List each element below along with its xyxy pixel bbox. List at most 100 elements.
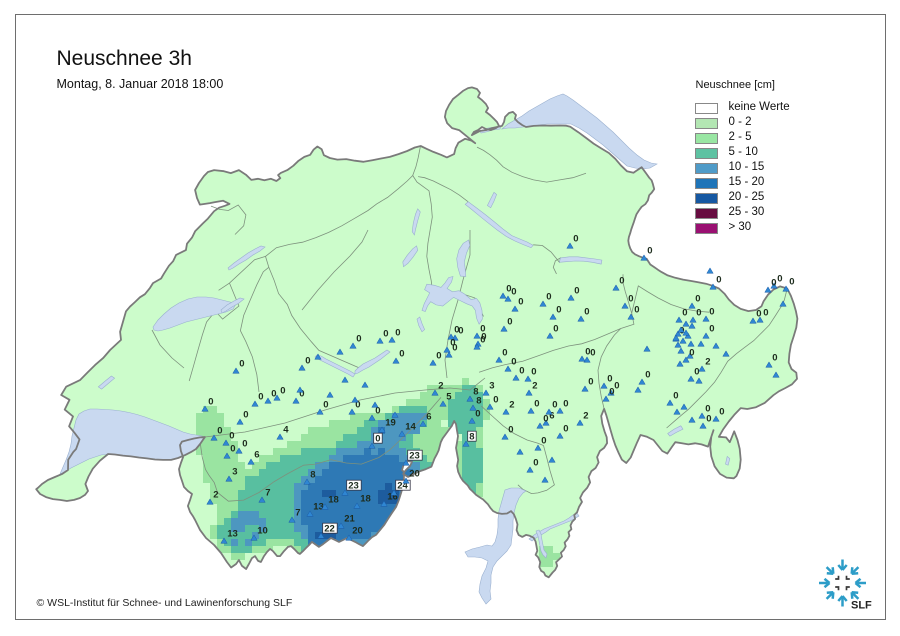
- svg-text:0: 0: [280, 385, 285, 396]
- svg-text:22: 22: [324, 523, 335, 534]
- svg-text:2: 2: [705, 356, 710, 367]
- svg-text:0: 0: [480, 334, 485, 345]
- svg-text:0: 0: [458, 325, 463, 336]
- svg-text:0: 0: [645, 369, 650, 380]
- svg-text:0: 0: [533, 457, 538, 468]
- svg-text:0: 0: [305, 355, 310, 366]
- svg-text:16: 16: [387, 491, 398, 502]
- svg-text:0: 0: [502, 347, 507, 358]
- svg-text:0: 0: [475, 408, 480, 419]
- svg-text:0: 0: [588, 376, 593, 387]
- svg-text:0: 0: [506, 283, 511, 294]
- svg-text:0: 0: [556, 304, 561, 315]
- svg-text:23: 23: [348, 480, 359, 491]
- svg-text:0: 0: [763, 307, 768, 318]
- svg-text:10: 10: [257, 525, 268, 536]
- svg-text:0: 0: [534, 398, 539, 409]
- svg-text:0: 0: [230, 443, 235, 454]
- svg-text:0: 0: [609, 386, 614, 397]
- svg-text:0: 0: [436, 350, 441, 361]
- svg-text:3: 3: [232, 466, 237, 477]
- svg-text:0: 0: [242, 438, 247, 449]
- svg-text:0: 0: [647, 245, 652, 256]
- svg-text:2: 2: [583, 410, 588, 421]
- svg-text:0: 0: [706, 413, 711, 424]
- svg-text:0: 0: [694, 366, 699, 377]
- svg-text:0: 0: [607, 373, 612, 384]
- svg-text:3: 3: [489, 380, 494, 391]
- svg-text:18: 18: [360, 493, 371, 504]
- svg-text:0: 0: [229, 430, 234, 441]
- svg-text:0: 0: [493, 394, 498, 405]
- svg-text:0: 0: [299, 388, 304, 399]
- svg-text:8: 8: [473, 386, 478, 397]
- svg-text:0: 0: [383, 328, 388, 339]
- svg-text:0: 0: [553, 323, 558, 334]
- svg-text:7: 7: [295, 507, 300, 518]
- svg-text:0: 0: [531, 366, 536, 377]
- svg-text:0: 0: [696, 307, 701, 318]
- svg-text:0: 0: [454, 324, 459, 335]
- svg-text:0: 0: [399, 348, 404, 359]
- svg-text:8: 8: [310, 469, 315, 480]
- svg-text:8: 8: [469, 431, 474, 442]
- svg-text:0: 0: [271, 388, 276, 399]
- svg-text:0: 0: [243, 409, 248, 420]
- svg-text:0: 0: [480, 323, 485, 334]
- svg-text:0: 0: [239, 358, 244, 369]
- svg-text:0: 0: [375, 405, 380, 416]
- svg-text:14: 14: [405, 421, 416, 432]
- svg-text:0: 0: [356, 333, 361, 344]
- svg-text:0: 0: [450, 337, 455, 348]
- svg-text:0: 0: [584, 306, 589, 317]
- svg-text:2: 2: [438, 380, 443, 391]
- svg-text:0: 0: [481, 331, 486, 342]
- svg-text:0: 0: [546, 291, 551, 302]
- svg-text:SLF: SLF: [851, 600, 872, 612]
- svg-text:0: 0: [508, 424, 513, 435]
- svg-text:21: 21: [344, 513, 355, 524]
- svg-text:0: 0: [355, 399, 360, 410]
- svg-text:6: 6: [254, 449, 259, 460]
- svg-text:0: 0: [673, 390, 678, 401]
- svg-text:0: 0: [323, 399, 328, 410]
- svg-text:0: 0: [719, 406, 724, 417]
- svg-text:0: 0: [634, 304, 639, 315]
- svg-text:0: 0: [705, 403, 710, 414]
- svg-text:0: 0: [563, 398, 568, 409]
- svg-text:8: 8: [476, 395, 481, 406]
- svg-text:0: 0: [771, 277, 776, 288]
- svg-text:0: 0: [789, 276, 794, 287]
- svg-text:0: 0: [682, 307, 687, 318]
- svg-text:0: 0: [511, 286, 516, 297]
- svg-text:0: 0: [208, 396, 213, 407]
- svg-text:13: 13: [313, 501, 324, 512]
- svg-text:0: 0: [695, 293, 700, 304]
- svg-text:2: 2: [509, 399, 514, 410]
- svg-text:20: 20: [352, 525, 363, 536]
- svg-text:0: 0: [709, 306, 714, 317]
- svg-text:0: 0: [628, 293, 633, 304]
- svg-text:0: 0: [777, 273, 782, 284]
- svg-text:0: 0: [573, 233, 578, 244]
- svg-text:0: 0: [258, 391, 263, 402]
- svg-text:13: 13: [227, 528, 238, 539]
- svg-text:19: 19: [385, 417, 396, 428]
- svg-text:0: 0: [709, 323, 714, 334]
- svg-text:0: 0: [716, 274, 721, 285]
- svg-text:5: 5: [446, 391, 452, 402]
- svg-text:20: 20: [409, 468, 420, 479]
- svg-text:2: 2: [532, 380, 537, 391]
- svg-text:0: 0: [519, 365, 524, 376]
- svg-text:0: 0: [614, 380, 619, 391]
- svg-text:2: 2: [213, 489, 218, 500]
- svg-text:6: 6: [549, 410, 554, 421]
- svg-text:0: 0: [217, 425, 222, 436]
- svg-text:0: 0: [507, 316, 512, 327]
- svg-text:0: 0: [541, 435, 546, 446]
- svg-text:0: 0: [689, 347, 694, 358]
- svg-text:0: 0: [395, 327, 400, 338]
- svg-text:0: 0: [574, 285, 579, 296]
- svg-text:0: 0: [518, 296, 523, 307]
- svg-text:0: 0: [452, 342, 457, 353]
